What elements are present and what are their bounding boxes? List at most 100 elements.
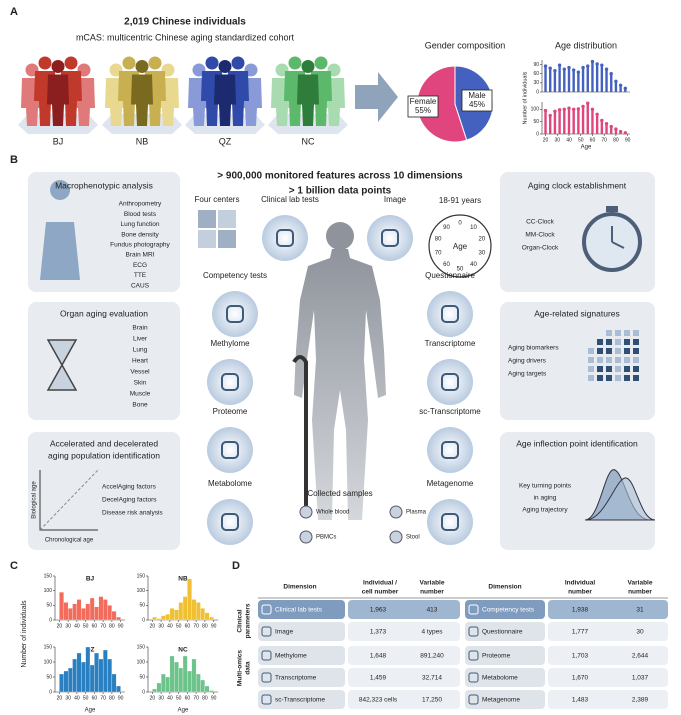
clock-tick: 80 [435, 236, 442, 242]
box-item: Lung [133, 347, 148, 354]
hist-bar [111, 611, 117, 621]
sample-icon [389, 505, 403, 519]
label-box [407, 95, 439, 118]
dot [597, 375, 603, 381]
box-title: Age inflection point identification [516, 438, 638, 448]
subtitle: > 1 billion data points [289, 186, 392, 197]
person-head [148, 56, 162, 70]
hist-bar [89, 664, 95, 693]
dimension-glyph [441, 441, 459, 459]
hist-bar [63, 602, 69, 621]
bar-dot [581, 104, 585, 109]
bar [591, 61, 594, 92]
value-cell [348, 646, 460, 665]
row-icon [261, 604, 272, 615]
box-item: Liver [133, 336, 148, 343]
x-tick-label: 20 [150, 695, 156, 701]
hist-bar [76, 599, 82, 621]
x-tick-label: 50 [83, 695, 89, 701]
bar [610, 126, 613, 134]
x-axis-label: Age [581, 145, 592, 151]
hist-bar [200, 679, 206, 693]
x-tick-label: 40 [566, 137, 572, 143]
bar-dot [571, 107, 576, 112]
dimension-glyph [221, 513, 239, 531]
hist-bar [59, 591, 64, 621]
table-cell: 1,483 [572, 697, 589, 704]
dot [615, 375, 621, 381]
bar-dot [609, 124, 613, 129]
sample-icon [299, 505, 313, 519]
hist-bar [165, 613, 171, 621]
bar-dot [609, 72, 613, 76]
axis-label: Biological age [32, 481, 38, 519]
hist-bar [191, 658, 197, 693]
box-item: Aging targets [508, 371, 547, 378]
dot [588, 375, 594, 381]
box-item: Blood tests [124, 211, 157, 218]
title: 2,019 Chinese individuals [124, 17, 246, 28]
dot [633, 366, 639, 372]
dimension-label: Proteome [213, 407, 248, 416]
hist-bar [94, 652, 99, 693]
bar [605, 69, 608, 92]
table-cell: 31 [636, 607, 644, 614]
dot [615, 366, 621, 372]
y-tick-label: 100 [137, 588, 146, 594]
table-cell: 1,037 [632, 675, 649, 682]
hist-bar [165, 676, 171, 693]
row-icon [261, 694, 272, 705]
dimension-cell [258, 690, 345, 709]
dot [597, 366, 603, 372]
box-item: DecelAging factors [102, 497, 157, 504]
table-header: Individual / [363, 580, 397, 587]
table-cell: 1,373 [370, 629, 387, 636]
subtitle: mCAS: multicentric Chinese aging standar… [76, 32, 295, 42]
center-label: NB [136, 136, 149, 146]
sample-label: PBMCs [316, 535, 336, 541]
dot [606, 375, 612, 381]
dimension-cell [465, 690, 545, 709]
box-title: Macrophenotypic analysis [55, 180, 153, 190]
value-cell [348, 668, 460, 687]
box-item: Vessel [130, 369, 150, 376]
chart-title: NB [178, 576, 188, 583]
person-body [47, 74, 69, 126]
hist-bar [156, 682, 162, 693]
panel-label: A [10, 6, 18, 18]
x-tick-label: 70 [100, 623, 106, 629]
dot [624, 375, 630, 381]
y-tick-label: 0 [142, 689, 145, 695]
bar-dot [586, 101, 590, 105]
hist-bar [111, 673, 117, 693]
puzzle-icon [198, 210, 236, 248]
chart-title: Age distribution [555, 40, 617, 50]
clock-tick: 20 [479, 236, 486, 242]
y-tick-label: 50 [533, 119, 539, 125]
dimension-glyph [381, 229, 399, 247]
dimension-glyph [441, 373, 459, 391]
person-head [205, 56, 219, 70]
sample-icon [299, 530, 313, 544]
y-tick-label: 100 [44, 659, 53, 665]
dimension-cell [258, 646, 345, 665]
sample-label: Plasma [406, 510, 427, 516]
bar [563, 69, 566, 92]
hist-bar [209, 690, 214, 693]
row-icon [261, 672, 272, 683]
bar-dot [543, 64, 548, 68]
dimension-cell [258, 668, 345, 687]
x-tick-label: 90 [211, 695, 217, 701]
bar [544, 110, 547, 134]
box-title: Accelerated and decelerated [50, 438, 158, 448]
dot [606, 348, 612, 354]
dot [606, 366, 612, 372]
box-item: Brain MRI [126, 252, 155, 259]
x-tick-label: 50 [83, 623, 89, 629]
bar-dot [543, 108, 548, 113]
panel-label: B [10, 154, 18, 166]
x-tick-label: 70 [193, 695, 199, 701]
box-item: Brain [132, 325, 148, 332]
y-tick-label: 150 [137, 644, 146, 650]
dimension-label: Metagenome [427, 479, 474, 488]
